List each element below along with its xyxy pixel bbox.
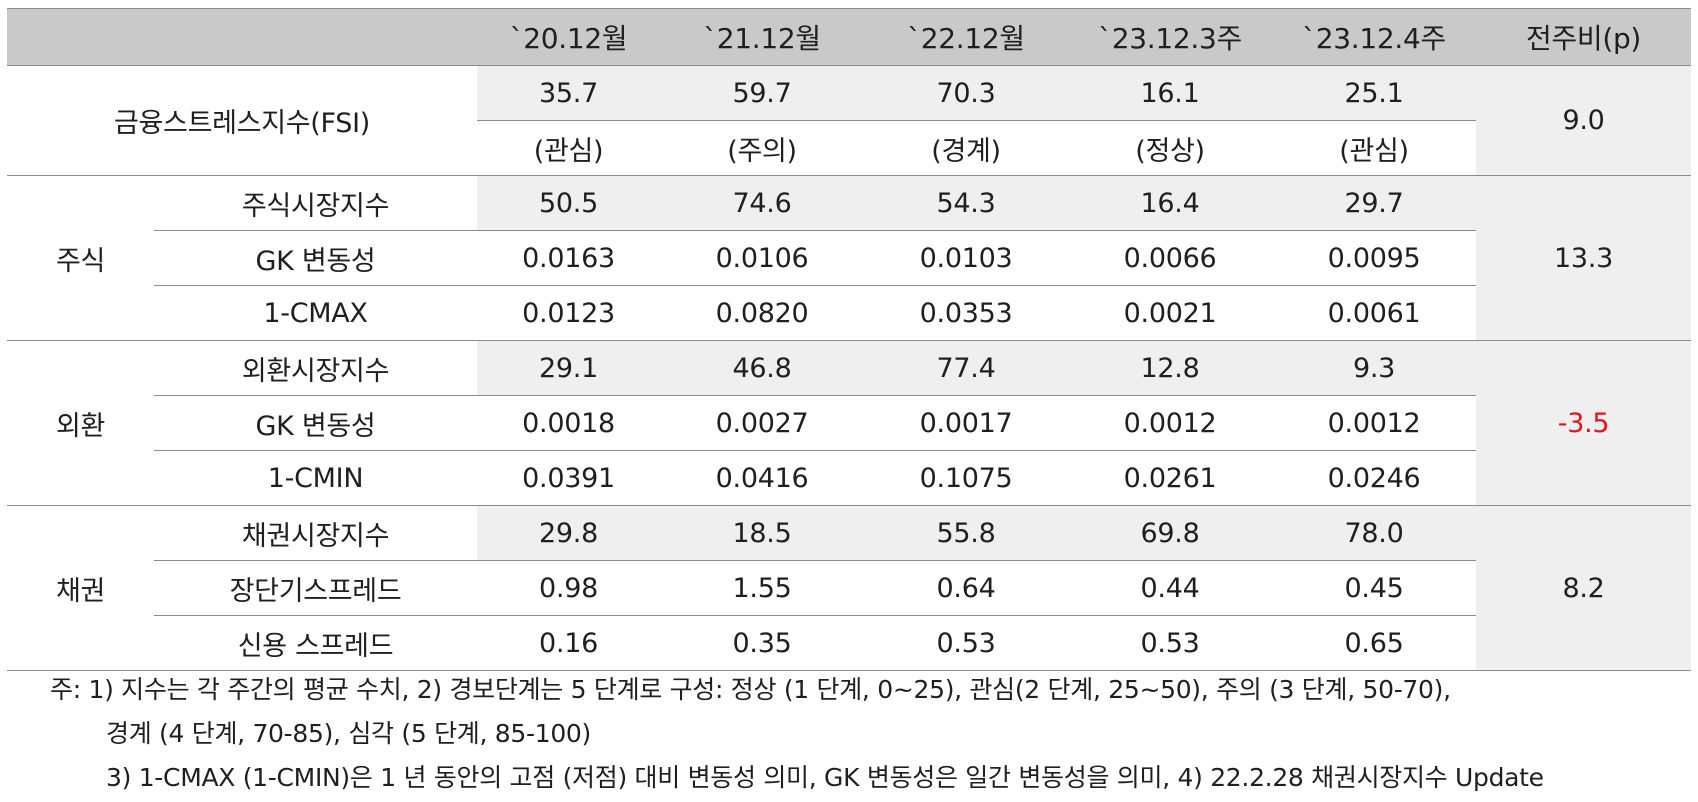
row-label: 1-CMAX <box>154 285 477 341</box>
cell-value: 0.45 <box>1272 560 1476 616</box>
row-label: GK 변동성 <box>154 230 477 286</box>
header-period: `23.12.4주 <box>1272 8 1476 66</box>
cell-value: 29.8 <box>477 505 660 561</box>
footnote-line: 주: 1) 지수는 각 주간의 평균 수치, 2) 경보단계는 5 단계로 구성… <box>50 675 1451 704</box>
cell-value: 0.64 <box>864 560 1068 616</box>
fsi-value: 70.3 <box>864 65 1068 121</box>
cell-value: 0.0106 <box>660 230 864 286</box>
fsi-level: (관심) <box>1272 120 1476 176</box>
footnote-line: 경계 (4 단계, 70-85), 심각 (5 단계, 85-100) <box>106 719 591 748</box>
fsi-value: 59.7 <box>660 65 864 121</box>
cell-value: 0.0103 <box>864 230 1068 286</box>
stock-cmax-row: 1-CMAX 0.0123 0.0820 0.0353 0.0021 0.006… <box>7 285 1691 341</box>
cell-value: 0.1075 <box>864 450 1068 506</box>
cell-value: 0.16 <box>477 615 660 671</box>
fsi-level: (관심) <box>477 120 660 176</box>
fsi-level-row: (관심) (주의) (경계) (정상) (관심) <box>7 120 1691 176</box>
cell-value: 0.0021 <box>1068 285 1272 341</box>
cell-value: 0.53 <box>864 615 1068 671</box>
fsi-table: `20.12월 `21.12월 `22.12월 `23.12.3주 `23.12… <box>7 8 1691 671</box>
cell-value: 77.4 <box>864 340 1068 396</box>
header-row: `20.12월 `21.12월 `22.12월 `23.12.3주 `23.12… <box>7 8 1691 66</box>
group-label-fx: 외환 <box>7 340 154 506</box>
cell-value: 74.6 <box>660 175 864 231</box>
fsi-value-row: 금융스트레스지수(FSI) 35.7 59.7 70.3 16.1 25.1 9… <box>7 65 1691 176</box>
bond-credit-row: 신용 스프레드 0.16 0.35 0.53 0.53 0.65 <box>7 615 1691 671</box>
cell-value: 0.0017 <box>864 395 1068 451</box>
cell-value: 0.0353 <box>864 285 1068 341</box>
fsi-change: 9.0 <box>1476 65 1691 176</box>
cell-value: 0.0018 <box>477 395 660 451</box>
cell-value: 9.3 <box>1272 340 1476 396</box>
cell-value: 1.55 <box>660 560 864 616</box>
row-label: 장단기스프레드 <box>154 560 477 616</box>
cell-value: 46.8 <box>660 340 864 396</box>
cell-value: 0.0261 <box>1068 450 1272 506</box>
fsi-level: (경계) <box>864 120 1068 176</box>
fsi-label: 금융스트레스지수(FSI) <box>7 65 477 176</box>
group-change-bond: 8.2 <box>1476 505 1691 671</box>
header-period: `21.12월 <box>660 8 864 66</box>
cell-value: 78.0 <box>1272 505 1476 561</box>
group-change-stock: 13.3 <box>1476 175 1691 341</box>
cell-value: 29.7 <box>1272 175 1476 231</box>
footnotes: 주: 1) 지수는 각 주간의 평균 수치, 2) 경보단계는 5 단계로 구성… <box>50 668 1544 800</box>
cell-value: 50.5 <box>477 175 660 231</box>
cell-value: 0.53 <box>1068 615 1272 671</box>
cell-value: 0.0012 <box>1272 395 1476 451</box>
stock-index-row: 주식 주식시장지수 50.5 74.6 54.3 16.4 29.7 13.3 <box>7 175 1691 341</box>
cell-value: 0.65 <box>1272 615 1476 671</box>
row-label: 1-CMIN <box>154 450 477 506</box>
group-change-fx: -3.5 <box>1476 340 1691 506</box>
fx-cmin-row: 1-CMIN 0.0391 0.0416 0.1075 0.0261 0.024… <box>7 450 1691 506</box>
row-label: 주식시장지수 <box>154 175 477 231</box>
cell-value: 0.0061 <box>1272 285 1476 341</box>
cell-value: 12.8 <box>1068 340 1272 396</box>
cell-value: 0.35 <box>660 615 864 671</box>
cell-value: 16.4 <box>1068 175 1272 231</box>
fsi-value: 16.1 <box>1068 65 1272 121</box>
cell-value: 0.0027 <box>660 395 864 451</box>
header-period: `23.12.3주 <box>1068 8 1272 66</box>
cell-value: 0.0416 <box>660 450 864 506</box>
cell-value: 54.3 <box>864 175 1068 231</box>
stock-gk-row: GK 변동성 0.0163 0.0106 0.0103 0.0066 0.009… <box>7 230 1691 286</box>
cell-value: 0.44 <box>1068 560 1272 616</box>
row-label: 신용 스프레드 <box>154 615 477 671</box>
cell-value: 0.0820 <box>660 285 864 341</box>
header-change: 전주비(p) <box>1476 8 1691 66</box>
group-label-bond: 채권 <box>7 505 154 671</box>
cell-value: 18.5 <box>660 505 864 561</box>
fsi-level: (정상) <box>1068 120 1272 176</box>
bond-index-row: 채권 채권시장지수 29.8 18.5 55.8 69.8 78.0 8.2 <box>7 505 1691 671</box>
row-label: 채권시장지수 <box>154 505 477 561</box>
cell-value: 0.0066 <box>1068 230 1272 286</box>
header-corner <box>7 8 477 66</box>
footnote-line: 3) 1-CMAX (1-CMIN)은 1 년 동안의 고점 (저점) 대비 변… <box>106 763 1544 792</box>
row-label: 외환시장지수 <box>154 340 477 396</box>
header-period: `22.12월 <box>864 8 1068 66</box>
group-label-stock: 주식 <box>7 175 154 341</box>
cell-value: 69.8 <box>1068 505 1272 561</box>
cell-value: 0.0095 <box>1272 230 1476 286</box>
cell-value: 29.1 <box>477 340 660 396</box>
cell-value: 0.0246 <box>1272 450 1476 506</box>
fsi-value: 35.7 <box>477 65 660 121</box>
header-period: `20.12월 <box>477 8 660 66</box>
cell-value: 0.0123 <box>477 285 660 341</box>
fx-gk-row: GK 변동성 0.0018 0.0027 0.0017 0.0012 0.001… <box>7 395 1691 451</box>
cell-value: 0.0012 <box>1068 395 1272 451</box>
bond-spread-row: 장단기스프레드 0.98 1.55 0.64 0.44 0.45 <box>7 560 1691 616</box>
fsi-value: 25.1 <box>1272 65 1476 121</box>
cell-value: 0.0391 <box>477 450 660 506</box>
fx-index-row: 외환 외환시장지수 29.1 46.8 77.4 12.8 9.3 -3.5 <box>7 340 1691 506</box>
cell-value: 0.98 <box>477 560 660 616</box>
cell-value: 55.8 <box>864 505 1068 561</box>
fsi-level: (주의) <box>660 120 864 176</box>
cell-value: 0.0163 <box>477 230 660 286</box>
row-label: GK 변동성 <box>154 395 477 451</box>
